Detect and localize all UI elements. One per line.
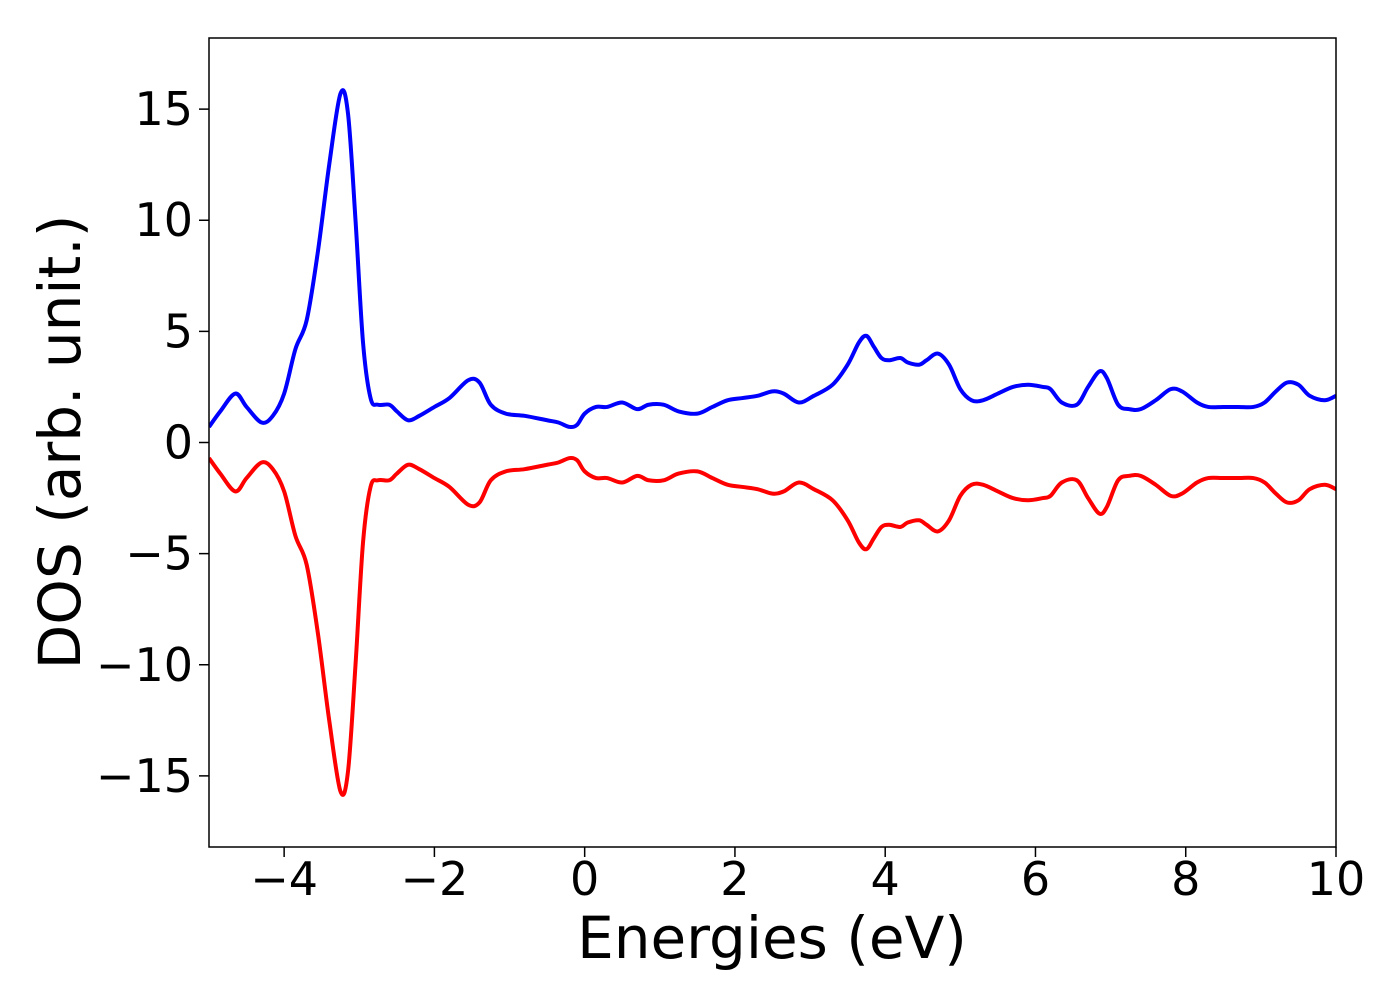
y-tick-label: −5 [125, 527, 193, 581]
x-tick-label: 4 [871, 852, 900, 906]
y-axis-label: DOS (arb. unit.) [26, 215, 94, 670]
y-tick-label: 10 [134, 193, 193, 247]
x-axis-label: Energies (eV) [577, 904, 967, 972]
y-axis: −15 −10 −5 0 5 10 15 [96, 82, 209, 803]
x-tick-label: 2 [720, 852, 749, 906]
y-tick-label: 5 [164, 304, 193, 358]
y-tick-label: 0 [164, 416, 193, 470]
x-axis: −4 −2 0 2 4 6 8 10 [250, 847, 1365, 906]
x-tick-label: −2 [400, 852, 468, 906]
x-tick-label: 0 [570, 852, 599, 906]
x-tick-label: 10 [1307, 852, 1366, 906]
x-tick-label: −4 [250, 852, 318, 906]
series-line-1 [209, 88, 1336, 430]
y-tick-label: 15 [134, 82, 193, 136]
x-tick-label: 8 [1171, 852, 1200, 906]
y-tick-label: −15 [96, 749, 193, 803]
y-tick-label: −10 [96, 638, 193, 692]
x-tick-label: 6 [1021, 852, 1050, 906]
series-line-2 [209, 455, 1336, 797]
series-layer [209, 88, 1336, 797]
